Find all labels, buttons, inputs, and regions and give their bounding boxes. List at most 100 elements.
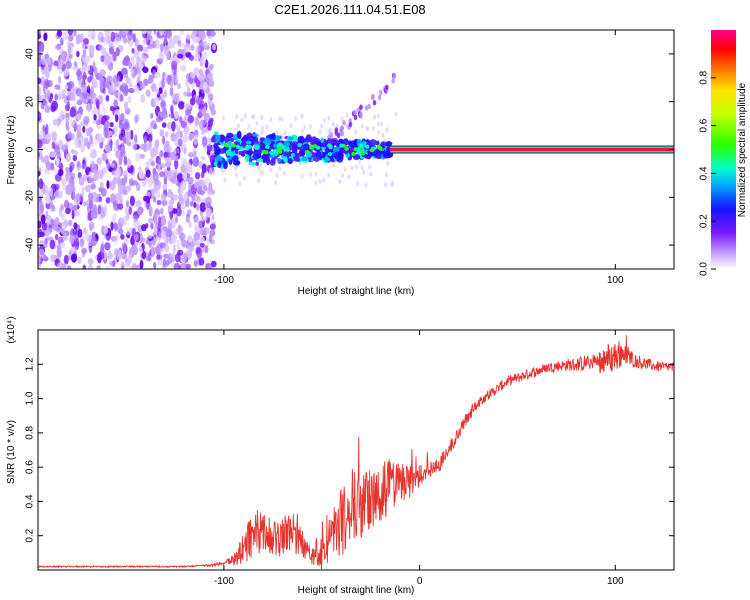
spectrogram-cell bbox=[85, 229, 89, 241]
spectrogram-cell bbox=[386, 161, 390, 167]
spectrogram-cell bbox=[66, 152, 71, 163]
spectrogram-cell bbox=[159, 163, 166, 169]
spectrogram-cell bbox=[198, 88, 205, 97]
spectrogram-cell bbox=[261, 149, 267, 154]
spectrogram-cell bbox=[39, 76, 46, 87]
spectrogram-cell bbox=[300, 173, 304, 179]
spectrogram-cell bbox=[244, 113, 247, 119]
spectrogram-cell bbox=[87, 30, 93, 41]
spectrogram-cell bbox=[114, 36, 121, 46]
spectrogram-cell bbox=[176, 206, 182, 217]
spectrogram-cell bbox=[45, 123, 49, 135]
spectrogram-cell bbox=[381, 132, 385, 138]
spectrogram-cell bbox=[95, 196, 100, 203]
spectrogram-cell bbox=[65, 172, 70, 182]
spectrogram-cell bbox=[198, 39, 204, 48]
spectrogram-cell bbox=[103, 204, 108, 215]
spectrogram-cell bbox=[61, 179, 67, 191]
spectrogram-cell bbox=[248, 161, 256, 166]
spectrogram-cell bbox=[129, 195, 135, 206]
spectrogram-cell bbox=[318, 129, 322, 135]
spectrogram-cell bbox=[196, 240, 200, 248]
spectrogram-x-tick-label: -100 bbox=[214, 275, 234, 286]
spectrogram-cell bbox=[193, 214, 199, 223]
spectrogram-cell bbox=[177, 187, 181, 195]
spectrogram-y-tick-label: 20 bbox=[25, 96, 36, 108]
spectrogram-cell bbox=[185, 51, 192, 58]
spectrogram-cell bbox=[212, 43, 216, 51]
spectrogram-cell bbox=[147, 78, 151, 85]
spectrogram-cell bbox=[350, 165, 354, 171]
spectrogram-cell bbox=[88, 126, 93, 136]
spectrogram-cell bbox=[327, 152, 333, 157]
spectrogram-cell bbox=[239, 146, 244, 151]
colorbar-gradient bbox=[711, 30, 736, 269]
spectrogram-cell bbox=[75, 238, 80, 247]
spectrogram-cell bbox=[110, 162, 116, 168]
spectrogram-cell bbox=[376, 113, 380, 119]
spectrogram-cell bbox=[338, 179, 342, 185]
spectrogram-cell bbox=[211, 103, 215, 111]
spectrogram-cell bbox=[369, 171, 373, 177]
spectrogram-cell bbox=[107, 250, 112, 261]
spectrogram-cell bbox=[45, 195, 51, 204]
spectrogram-cell bbox=[309, 172, 313, 177]
spectrogram-cell bbox=[178, 100, 183, 107]
spectrogram-cell bbox=[60, 263, 67, 269]
spectrogram-cell bbox=[364, 182, 368, 188]
spectrogram-cell bbox=[60, 37, 64, 46]
spectrogram-cell bbox=[190, 72, 196, 79]
spectrogram-cell bbox=[67, 130, 72, 139]
spectrogram-cell bbox=[303, 124, 307, 130]
spectrogram-cell bbox=[192, 30, 198, 36]
spectrogram-cell bbox=[105, 54, 112, 66]
spectrogram-cell bbox=[150, 161, 155, 167]
spectrogram-cell bbox=[199, 242, 205, 248]
spectrogram-cell bbox=[40, 214, 46, 225]
spectrogram-cell bbox=[174, 136, 180, 147]
spectrogram-cell bbox=[193, 202, 197, 208]
spectrogram-cell bbox=[128, 206, 132, 215]
spectrogram-cell bbox=[169, 210, 174, 220]
spectrogram-cell bbox=[122, 123, 128, 130]
spectrogram-cell bbox=[115, 109, 120, 116]
spectrogram-cell bbox=[118, 228, 124, 235]
spectrogram-cell bbox=[65, 113, 70, 121]
spectrogram-cell bbox=[193, 232, 201, 241]
spectrogram-cell bbox=[126, 158, 132, 168]
spectrogram-cell bbox=[131, 180, 138, 186]
spectrogram-cell bbox=[164, 89, 167, 98]
spectrogram-cell bbox=[231, 143, 236, 148]
spectrogram-cell bbox=[152, 218, 156, 228]
spectrogram-cell bbox=[95, 99, 100, 110]
spectrogram-cell bbox=[392, 73, 397, 79]
spectrogram-cell bbox=[113, 99, 118, 108]
spectrogram-cell bbox=[190, 97, 196, 106]
spectrogram-cell bbox=[171, 234, 177, 242]
spectrogram-cell bbox=[276, 148, 281, 153]
spectrogram-cell bbox=[192, 36, 200, 44]
spectrogram-cell bbox=[300, 113, 304, 119]
spectrogram-cell bbox=[274, 180, 278, 185]
spectrogram-cell bbox=[52, 119, 58, 126]
spectrogram-cell bbox=[101, 152, 108, 161]
spectrogram-cell bbox=[163, 175, 168, 186]
spectrogram-cell bbox=[156, 189, 161, 199]
spectrogram-cell bbox=[368, 164, 372, 170]
spectrogram-cell bbox=[159, 171, 166, 178]
spectrogram-cell bbox=[160, 192, 165, 201]
spectrogram-cell bbox=[369, 139, 377, 146]
spectrogram-cell bbox=[153, 178, 160, 186]
spectrogram-cell bbox=[358, 143, 364, 148]
spectrogram-cell bbox=[145, 196, 150, 204]
spectrogram-cell bbox=[179, 116, 183, 124]
spectrogram-cell bbox=[79, 94, 84, 104]
spectrogram-cell bbox=[348, 121, 353, 128]
spectrogram-cell bbox=[109, 260, 114, 267]
spectrogram-cell bbox=[263, 137, 272, 146]
spectrogram-cell bbox=[180, 120, 187, 129]
spectrogram-y-tick-label: 40 bbox=[25, 48, 36, 60]
spectrogram-cell bbox=[171, 60, 178, 71]
spectrogram-cell bbox=[73, 30, 77, 37]
spectrogram-cell bbox=[96, 265, 101, 269]
